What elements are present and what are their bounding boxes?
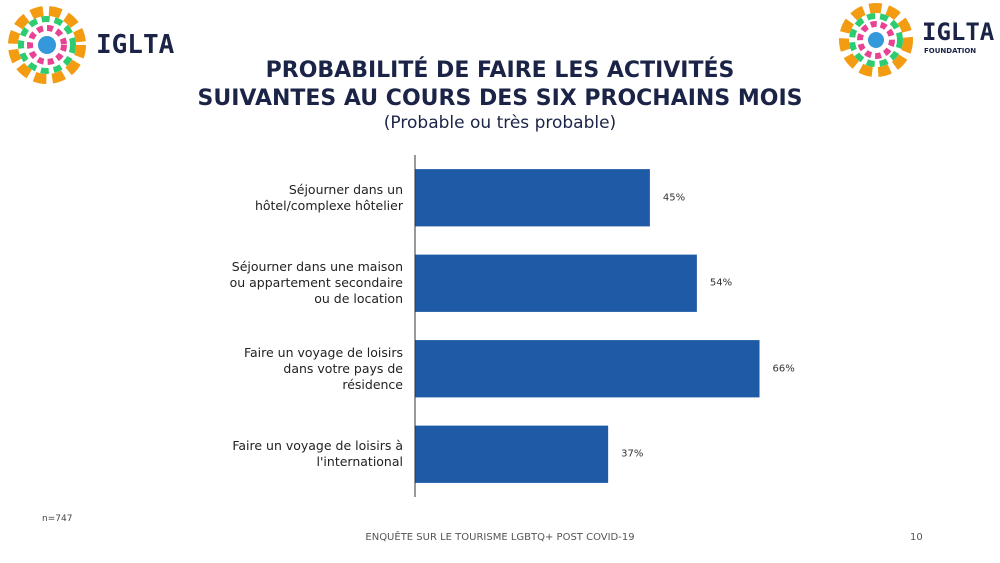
- bar: [415, 169, 650, 227]
- bar: [415, 340, 760, 398]
- logo-left-emblem: [8, 6, 86, 84]
- logo-right-sub: FOUNDATION: [924, 47, 977, 55]
- note: n=747: [42, 514, 73, 524]
- chart: [414, 155, 760, 497]
- subtitle: (Probable ou très probable): [383, 113, 617, 133]
- title-line: PROBABILITÉ DE FAIRE LES ACTIVITÉS: [265, 58, 735, 83]
- category-label: Faire un voyage de loisirs dans votre pa…: [243, 344, 403, 392]
- bar: [415, 425, 609, 483]
- category-label: Faire un voyage de loisirs à l'internati…: [232, 438, 403, 470]
- title-line: SUIVANTES AU COURS DES SIX PROCHAINS MOI…: [197, 86, 803, 111]
- category-label: Séjourner dans une maison ou appartement…: [229, 259, 403, 307]
- value-label: 66%: [772, 363, 795, 375]
- logo-right-text: IGLTA: [922, 18, 995, 46]
- value-label: 54%: [709, 277, 733, 289]
- bar: [415, 254, 697, 312]
- logo-left-text: IGLTA: [96, 30, 175, 60]
- footer: ENQUÊTE SUR LE TOURISME LGBTQ+ POST COVI…: [365, 532, 635, 543]
- value-label: 45%: [662, 192, 686, 204]
- logo-right-emblem: [839, 3, 913, 77]
- category-label: Séjourner dans un hôtel/complexe hôtelie…: [254, 181, 403, 213]
- page-number: 10: [910, 532, 923, 543]
- value-label: 37%: [621, 448, 644, 460]
